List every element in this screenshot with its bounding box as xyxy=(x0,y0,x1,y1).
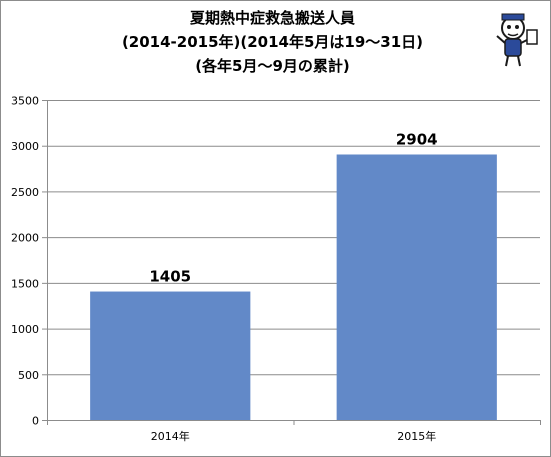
data-label: 1405 xyxy=(149,268,191,286)
axes xyxy=(42,100,541,425)
chart-title: 夏期熱中症救急搬送人員 (2014-2015年)(2014年5月は19～31日)… xyxy=(80,6,465,78)
y-tick-label: 500 xyxy=(18,369,39,382)
y-tick-label: 2500 xyxy=(11,186,39,199)
mascot-logo-icon xyxy=(496,13,538,67)
y-tick-label: 3000 xyxy=(11,140,39,153)
y-tick-label: 0 xyxy=(32,415,39,428)
x-tick-label: 2014年 xyxy=(151,429,190,443)
data-label: 2904 xyxy=(396,130,438,148)
x-tick-label: 2015年 xyxy=(397,429,436,443)
x-tick-labels: 2014年 2015年 xyxy=(151,429,437,443)
chart-title-line-1: 夏期熱中症救急搬送人員 xyxy=(189,9,355,27)
chart-title-line-2: (2014-2015年)(2014年5月は19～31日) xyxy=(121,33,424,51)
chart-title-line-3: (各年5月～9月の累計) xyxy=(195,57,350,75)
bars xyxy=(90,154,497,420)
bar-2015年 xyxy=(336,154,497,420)
y-tick-label: 2000 xyxy=(11,232,39,245)
y-tick-label: 1000 xyxy=(11,323,39,336)
data-labels: 1405 2904 xyxy=(149,130,437,285)
bar-2014年 xyxy=(90,291,251,420)
y-tick-label: 1500 xyxy=(11,277,39,290)
y-tick-label: 3500 xyxy=(11,95,39,108)
y-tick-labels: 0 500 1000 1500 2000 2500 3000 3500 xyxy=(11,95,39,428)
